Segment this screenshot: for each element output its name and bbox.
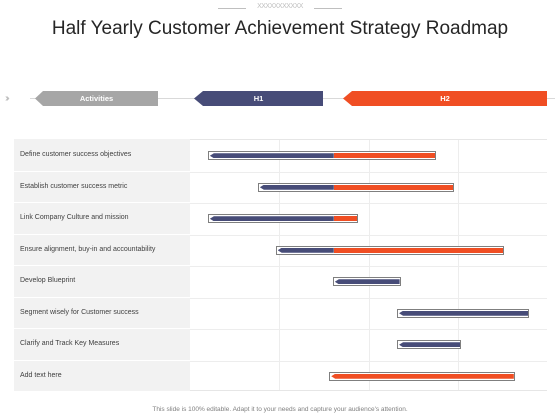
grid-vertical-line	[457, 140, 459, 390]
timeline-bar	[207, 151, 437, 161]
chevrons-icon: ›››››	[5, 93, 9, 104]
decorative-line-left	[218, 8, 246, 9]
h1-segment	[334, 279, 400, 285]
timeline-bar	[397, 308, 530, 318]
grid-vertical-line	[279, 140, 281, 390]
row-separator	[14, 202, 190, 203]
row-separator	[14, 265, 190, 266]
grid-horizontal-line	[190, 329, 547, 330]
h1-segment	[399, 342, 461, 348]
row-separator	[14, 328, 190, 329]
activity-label: Develop Blueprint	[20, 277, 76, 285]
activity-label: Establish customer success metric	[20, 182, 128, 190]
timeline-bar	[329, 371, 515, 381]
h1-segment	[209, 216, 334, 222]
h2-segment	[333, 216, 357, 222]
timeline-bar	[275, 245, 505, 255]
grid-vertical-line	[368, 140, 370, 390]
grid-horizontal-line	[190, 203, 547, 204]
footer-note: This slide is 100% editable. Adapt it to…	[152, 406, 408, 413]
activity-label: Define customer success objectives	[20, 151, 132, 159]
timeline-bar	[207, 214, 358, 224]
grid-horizontal-line	[190, 297, 547, 299]
row-separator	[14, 296, 190, 298]
activities-column: Define customer success objectives Establ…	[14, 139, 190, 391]
decorative-line-right	[314, 8, 342, 9]
timeline-bar	[257, 182, 455, 192]
h2-header: H2	[343, 91, 547, 106]
grid-horizontal-line	[190, 360, 547, 362]
row-separator	[14, 233, 190, 235]
timeline-bar	[332, 277, 401, 287]
activity-label: Link Company Culture and mission	[20, 214, 129, 222]
activities-header: Activities	[35, 91, 158, 106]
timeline-bar	[397, 340, 462, 350]
page-title: Half Yearly Customer Achievement Strateg…	[51, 18, 509, 39]
activity-label: Ensure alignment, buy-in and accountabil…	[20, 245, 156, 253]
h1-header-label: H1	[253, 94, 264, 103]
timeline-grid	[190, 139, 547, 391]
row-separator	[14, 359, 190, 361]
grid-horizontal-line	[190, 171, 547, 173]
activity-label: Add text here	[20, 371, 62, 379]
h1-segment	[399, 310, 529, 316]
h2-header-label: H2	[440, 94, 450, 103]
grid-horizontal-line	[190, 266, 547, 267]
activity-label: Segment wisely for Customer success	[20, 308, 139, 316]
h1-segment	[277, 247, 334, 253]
activities-header-label: Activities	[79, 94, 114, 103]
h1-header: H1	[194, 91, 323, 106]
activity-label: Clarify and Track Key Measures	[20, 340, 120, 348]
h2-segment	[333, 247, 504, 253]
h2-segment	[333, 153, 436, 159]
h1-segment	[209, 153, 334, 159]
row-separator	[14, 170, 190, 172]
decorative-x-pattern: XXXXXXXXXXX	[257, 3, 303, 10]
h1-segment	[259, 184, 334, 190]
h2-segment	[333, 184, 454, 190]
h2-segment	[331, 373, 514, 379]
grid-horizontal-line	[190, 234, 547, 236]
